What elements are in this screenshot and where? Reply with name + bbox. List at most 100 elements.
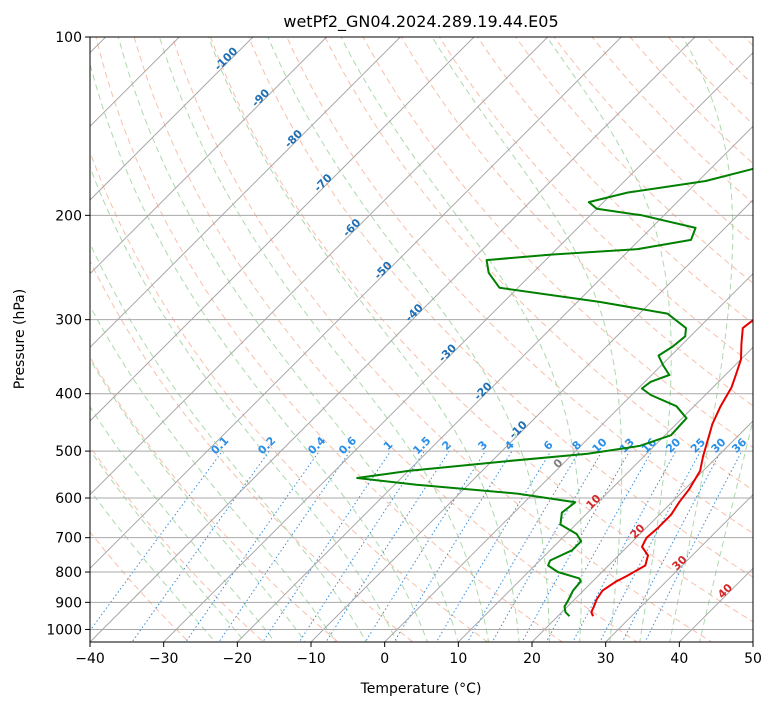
dry-adiabat — [362, 37, 753, 449]
moist-adiabat — [90, 165, 398, 642]
isotherm-label: -20 — [472, 379, 495, 402]
dry-adiabat — [248, 37, 753, 578]
isotherm-label: 40 — [715, 581, 735, 601]
mixing-ratio-line — [466, 450, 580, 642]
moist-adiabat — [546, 37, 672, 642]
mixing-ratio-label: 36 — [729, 435, 749, 455]
moist-adiabat — [90, 242, 367, 642]
dry-adiabat — [438, 37, 753, 366]
x-tick-label: 30 — [597, 651, 615, 667]
dry-adiabat — [744, 37, 753, 47]
isotherm-label: -30 — [436, 341, 459, 364]
mixing-ratio-line — [262, 450, 392, 642]
temperature-line — [590, 318, 753, 617]
moist-adiabat — [90, 358, 306, 642]
dry-adiabat — [515, 37, 753, 284]
grid-lines — [90, 37, 753, 642]
isotherm-line — [90, 37, 623, 570]
dry-adiabat — [171, 37, 713, 642]
moist-adiabat — [208, 37, 520, 642]
isotherm-label: -100 — [212, 44, 241, 73]
dry-adiabat — [770, 24, 775, 654]
mixing-ratio-label: 13 — [617, 436, 637, 456]
isotherm-label: -90 — [249, 86, 272, 109]
y-tick-label: 500 — [55, 444, 82, 460]
x-tick-label: 10 — [449, 651, 467, 667]
mixing-ratio-label: 0.4 — [305, 434, 328, 457]
x-tick-label: 0 — [380, 651, 389, 667]
y-axis: 100 200 300 400 500 600 700 800 900 1000 — [46, 30, 90, 638]
isotherm-line — [90, 37, 181, 128]
isotherm-line — [90, 37, 696, 642]
isotherm-label: -40 — [403, 301, 426, 324]
x-axis-label: Temperature (°C) — [360, 681, 482, 697]
mixing-ratio-line — [131, 450, 270, 642]
mixing-ratio-line — [393, 450, 513, 642]
dry-adiabat — [705, 37, 753, 86]
isotherm-line — [310, 199, 753, 642]
dry-adiabat — [553, 37, 753, 244]
isotherm-line — [162, 51, 753, 642]
isotherm-line — [457, 346, 753, 642]
isotherm-line — [383, 272, 753, 642]
mixing-ratio-label: 30 — [709, 435, 729, 455]
plot-frame — [89, 36, 754, 643]
isotherm-line — [90, 37, 402, 349]
mixing-ratio-line — [298, 450, 425, 642]
isotherm-label: 20 — [628, 521, 648, 541]
mixing-ratio-line — [621, 450, 722, 642]
moist-adiabat — [90, 305, 337, 642]
y-tick-label: 900 — [55, 595, 82, 611]
moist-adiabat — [669, 37, 734, 642]
isotherm-line — [531, 420, 753, 642]
isotherm-label: 10 — [584, 492, 604, 512]
x-tick-label: 40 — [670, 651, 688, 667]
dry-adiabat — [90, 150, 489, 642]
y-tick-label: 100 — [55, 30, 82, 46]
x-axis: −40 −30 −20 −10 0 10 20 30 40 50 — [75, 642, 762, 667]
mixing-ratio-line — [185, 450, 320, 642]
dry-adiabat — [95, 37, 564, 642]
x-tick-label: −10 — [296, 651, 326, 667]
y-tick-label: 400 — [55, 387, 82, 403]
isotherm-label: -70 — [312, 171, 335, 194]
dry-adiabat — [400, 37, 753, 407]
dry-adiabat — [209, 37, 753, 623]
moist-adiabat — [340, 37, 583, 642]
dry-adiabat — [286, 37, 753, 534]
x-tick-label: −30 — [149, 651, 179, 667]
moist-adiabat — [90, 449, 246, 642]
mixing-ratio-label: 0.2 — [255, 434, 278, 457]
dry-adiabat — [477, 37, 753, 325]
mixing-ratio-label: 1.5 — [410, 434, 433, 457]
chart-title: wetPf2_GN04.2024.289.19.44.E05 — [283, 12, 558, 32]
dry-adiabat — [90, 259, 414, 642]
y-axis-label: Pressure (hPa) — [12, 289, 28, 389]
mixing-ratio-label: 0.6 — [336, 434, 359, 457]
dry-adiabat — [629, 37, 753, 165]
isotherm-label: -50 — [372, 258, 395, 281]
y-tick-label: 1000 — [46, 622, 82, 638]
isotherm-line — [90, 37, 549, 496]
mixing-ratio-line — [435, 450, 552, 642]
moist-adiabat — [699, 418, 753, 642]
moist-adiabat — [117, 37, 459, 642]
dry-adiabat — [133, 37, 638, 642]
dry-adiabat — [90, 445, 265, 642]
series-group — [356, 167, 753, 617]
isotherm-line — [604, 493, 753, 642]
dry-adiabat — [90, 531, 190, 642]
mixing-ratio-line — [644, 450, 743, 642]
dewpoint-line — [356, 167, 753, 617]
moist-adiabat — [267, 37, 550, 642]
isotherm-label: -10 — [507, 418, 530, 441]
y-tick-label: 800 — [55, 565, 82, 581]
isotherm-line — [90, 37, 328, 275]
moist-adiabat — [431, 37, 623, 642]
moist-adiabat — [90, 62, 428, 642]
y-tick-label: 700 — [55, 531, 82, 547]
x-tick-label: −20 — [223, 651, 253, 667]
y-tick-label: 200 — [55, 208, 82, 224]
y-tick-label: 300 — [55, 313, 82, 329]
